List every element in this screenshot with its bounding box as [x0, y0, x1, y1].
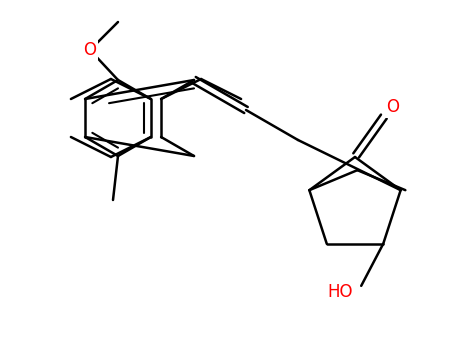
Text: HO: HO — [328, 283, 353, 301]
Text: O: O — [386, 98, 399, 116]
Text: O: O — [84, 41, 96, 59]
